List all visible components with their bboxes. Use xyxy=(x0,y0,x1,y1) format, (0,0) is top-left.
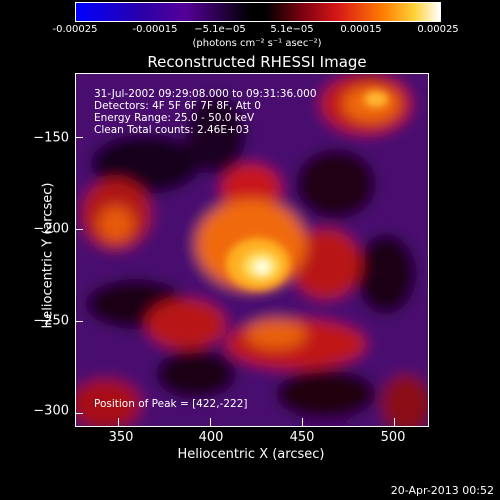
y-tick-label: −200 xyxy=(33,221,69,237)
y-tick-mark xyxy=(75,413,83,414)
x-tick-label: 450 xyxy=(289,430,315,445)
clean-counts-label: Clean Total counts: 2.46E+03 xyxy=(94,124,250,136)
colorbar-tick-label: −5.1e−05 xyxy=(194,24,246,35)
peak-position-label: Position of Peak = [422,-222] xyxy=(94,398,248,410)
heatmap xyxy=(76,74,428,426)
colorbar-tick-label: 0.00015 xyxy=(340,24,382,35)
x-tick-label: 350 xyxy=(108,430,134,445)
image-title: Reconstructed RHESSI Image xyxy=(147,53,367,71)
energy-range-label: Energy Range: 25.0 - 50.0 keV xyxy=(94,112,255,124)
x-tick-label: 500 xyxy=(380,430,406,445)
y-tick-label: −250 xyxy=(33,313,69,329)
x-tick-mark xyxy=(394,418,395,426)
colorbar xyxy=(75,2,441,22)
colorbar-tick-label: 0.00025 xyxy=(417,24,459,35)
x-tick-label: 400 xyxy=(198,430,224,445)
y-axis-title: Heliocentric Y (arcsec) xyxy=(40,182,56,329)
colorbar-tick-label: -0.00025 xyxy=(52,24,98,35)
generation-date: 20-Apr-2013 00:52 xyxy=(390,484,494,497)
colorbar-units: (photons cm⁻² s⁻¹ asec⁻²) xyxy=(192,38,322,49)
y-tick-mark xyxy=(75,321,83,322)
x-tick-mark xyxy=(302,418,303,426)
detectors-label: Detectors: 4F 5F 6F 7F 8F, Att 0 xyxy=(94,100,261,112)
x-tick-mark xyxy=(118,418,119,426)
time-range-label: 31-Jul-2002 09:29:08.000 to 09:31:36.000 xyxy=(94,88,317,100)
colorbar-tick-label: -0.00015 xyxy=(132,24,178,35)
colorbar-tick-label: 5.1e−05 xyxy=(270,24,314,35)
x-axis-title: Heliocentric X (arcsec) xyxy=(177,447,325,462)
rhessi-image-plot xyxy=(75,73,429,427)
y-tick-mark xyxy=(75,229,83,230)
y-tick-label: −300 xyxy=(33,403,69,419)
y-tick-label: −150 xyxy=(33,130,69,146)
y-tick-mark xyxy=(75,137,83,138)
x-tick-mark xyxy=(210,418,211,426)
